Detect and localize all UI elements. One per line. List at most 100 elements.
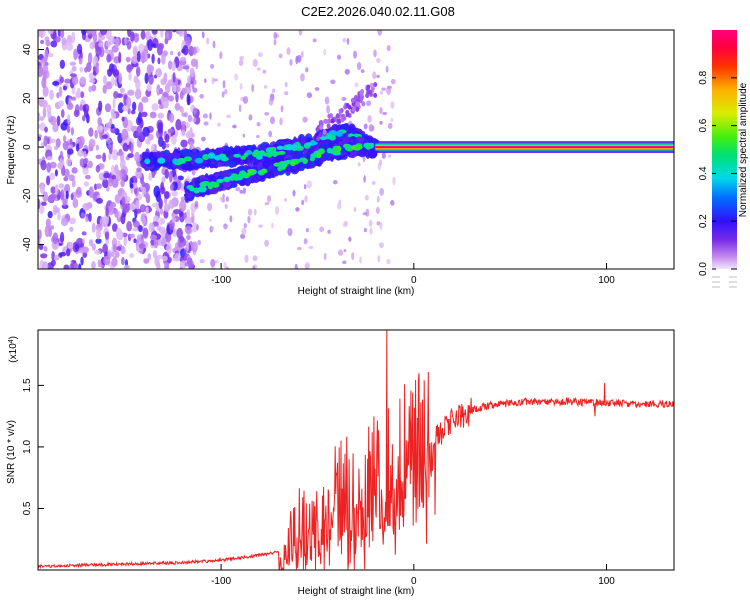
colorbar-tick-label: 0.8 xyxy=(698,70,709,84)
noise-speck xyxy=(133,238,137,244)
noise-speck xyxy=(180,129,186,137)
noise-speck xyxy=(66,102,74,110)
noise-speck xyxy=(210,226,215,231)
noise-speck xyxy=(103,172,110,179)
noise-speck xyxy=(223,261,227,268)
noise-speck xyxy=(184,261,189,267)
noise-speck xyxy=(197,239,201,246)
noise-speck xyxy=(44,126,48,133)
noise-speck xyxy=(71,96,77,101)
noise-speck xyxy=(105,41,111,47)
noise-speck xyxy=(67,114,71,125)
noise-speck xyxy=(192,79,197,85)
noise-speck xyxy=(371,180,376,185)
lower-branch-peak xyxy=(238,170,247,177)
noise-speck xyxy=(203,121,209,126)
noise-speck xyxy=(244,254,249,263)
noise-speck xyxy=(82,202,90,211)
upper-branch-peak xyxy=(183,156,192,162)
noise-speck xyxy=(46,162,52,173)
noise-speck xyxy=(68,217,76,225)
noise-speck xyxy=(52,232,59,245)
noise-speck xyxy=(75,189,79,195)
noise-speck xyxy=(192,116,197,123)
top-x-axis: -100 0 100 xyxy=(211,263,615,286)
noise-speck xyxy=(235,187,241,192)
noise-speck xyxy=(82,104,87,113)
colorbar-tick-label: 0.4 xyxy=(698,166,709,180)
upper-branch-peak xyxy=(207,152,216,159)
noise-speck xyxy=(149,111,157,119)
noise-speck xyxy=(108,153,112,160)
noise-speck xyxy=(174,102,181,111)
top-y-axis-label: Frequency (Hz) xyxy=(6,116,17,185)
lower-branch-peak xyxy=(211,182,220,188)
y-multiplier-prefix: (x10 xyxy=(8,343,19,363)
noise-speck xyxy=(96,125,104,131)
streak-speck xyxy=(338,108,343,114)
noise-speck xyxy=(44,49,49,62)
noise-speck xyxy=(130,55,139,65)
y-tick-label: -40 xyxy=(22,237,33,252)
noise-speck xyxy=(121,128,129,141)
noise-speck xyxy=(353,206,357,212)
noise-speck xyxy=(382,111,388,116)
streak-speck xyxy=(323,118,328,124)
noise-speck xyxy=(126,41,132,50)
noise-speck xyxy=(179,90,184,100)
noise-speck xyxy=(145,206,149,215)
noise-speck xyxy=(379,90,383,95)
noise-speck xyxy=(264,202,270,206)
noise-speck xyxy=(138,102,144,114)
noise-speck xyxy=(283,198,288,202)
noise-speck xyxy=(153,237,159,249)
noise-speck xyxy=(263,85,268,89)
lower-branch-blob xyxy=(291,153,297,158)
noise-speck xyxy=(66,125,71,133)
noise-speck xyxy=(131,101,137,112)
lower-branch-peak xyxy=(216,178,224,184)
noise-speck xyxy=(158,104,165,110)
noise-speck xyxy=(369,82,374,88)
noise-speck xyxy=(210,259,216,268)
noise-speck xyxy=(201,136,206,142)
noise-speck xyxy=(219,196,224,201)
noise-speck xyxy=(271,88,276,93)
noise-speck xyxy=(377,255,381,263)
upper-branch-blob xyxy=(341,123,350,130)
chart-title: C2E2.2026.040.02.11.G08 xyxy=(301,4,455,19)
noise-speck xyxy=(105,30,112,40)
noise-speck xyxy=(177,51,181,57)
noise-speck xyxy=(100,30,108,36)
noise-speck xyxy=(152,202,157,208)
noise-speck xyxy=(110,164,116,177)
noise-speck xyxy=(59,157,64,170)
noise-speck xyxy=(204,78,207,84)
noise-speck xyxy=(66,42,73,51)
noise-speck xyxy=(112,97,116,109)
noise-speck xyxy=(50,186,56,194)
noise-speck xyxy=(140,30,146,40)
upper-branch-peak xyxy=(295,145,304,151)
noise-speck xyxy=(363,123,368,130)
snr-panel: -100 0 100 0.5 1.0 1.5 Height of straight li… xyxy=(6,329,675,597)
lower-branch-peak xyxy=(365,143,372,150)
noise-speck xyxy=(199,259,205,264)
noise-speck xyxy=(66,157,72,167)
noise-speck xyxy=(78,263,82,269)
noise-speck xyxy=(71,167,78,174)
noise-speck xyxy=(168,199,176,209)
noise-speck xyxy=(376,74,380,78)
noise-speck xyxy=(105,83,113,90)
noise-speck xyxy=(186,130,194,140)
streak-speck xyxy=(370,86,375,92)
noise-speck xyxy=(159,208,164,215)
noise-speck xyxy=(379,120,383,125)
noise-speck xyxy=(127,89,135,96)
noise-speck xyxy=(267,195,272,203)
noise-speck xyxy=(62,85,68,91)
noise-speck xyxy=(105,122,112,130)
noise-speck xyxy=(386,44,391,52)
noise-speck xyxy=(151,30,158,35)
noise-speck xyxy=(169,183,174,191)
